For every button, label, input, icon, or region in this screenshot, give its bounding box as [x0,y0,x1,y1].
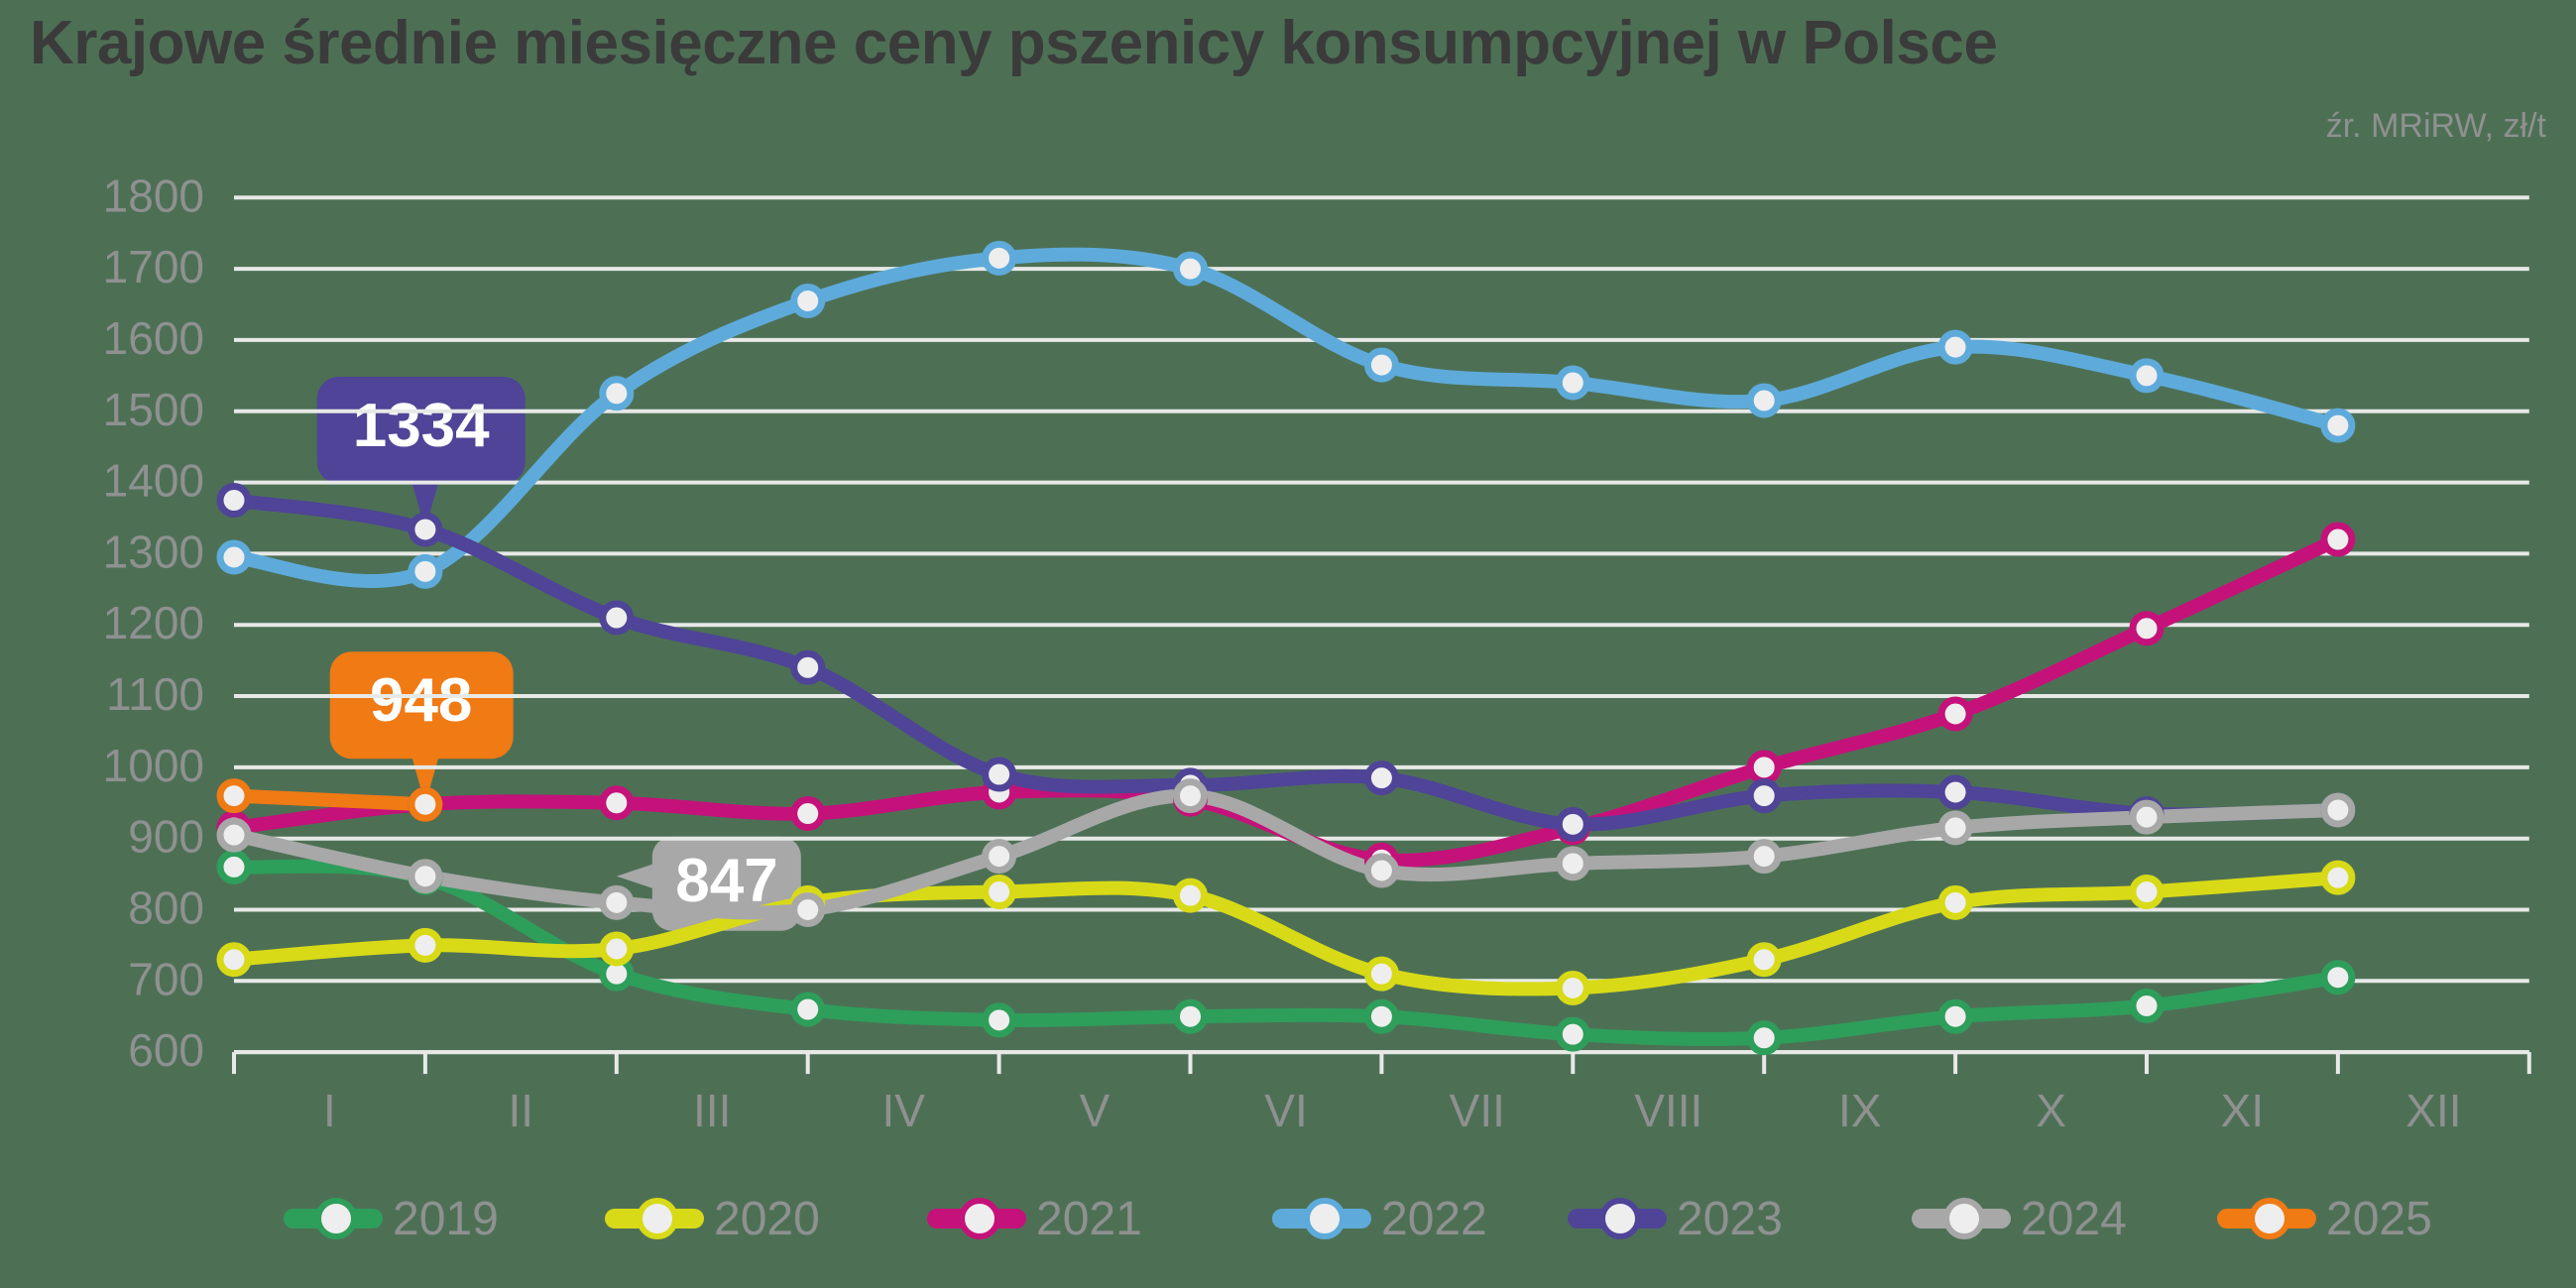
svg-text:1800: 1800 [103,170,204,221]
svg-text:II: II [509,1085,534,1136]
svg-text:IV: IV [881,1085,925,1136]
svg-text:1000: 1000 [103,740,204,791]
svg-text:800: 800 [128,882,204,934]
svg-text:1600: 1600 [103,312,204,364]
svg-text:1100: 1100 [106,668,204,720]
svg-text:I: I [323,1085,336,1136]
svg-text:IX: IX [1838,1085,1881,1136]
svg-text:XI: XI [2221,1085,2264,1136]
svg-text:VI: VI [1264,1085,1307,1136]
svg-text:V: V [1080,1085,1111,1136]
svg-text:III: III [693,1085,731,1136]
svg-text:VIII: VIII [1634,1085,1702,1136]
svg-text:XII: XII [2405,1085,2461,1136]
svg-text:900: 900 [128,811,204,863]
svg-text:1500: 1500 [103,384,204,435]
svg-text:948: 948 [370,666,472,735]
svg-text:1700: 1700 [103,241,204,293]
svg-text:X: X [2036,1085,2066,1136]
svg-text:1334: 1334 [353,392,490,460]
svg-text:1400: 1400 [103,455,204,507]
svg-text:1200: 1200 [103,597,204,648]
svg-text:VII: VII [1450,1085,1505,1136]
svg-text:600: 600 [128,1024,204,1076]
svg-text:1300: 1300 [103,526,204,577]
svg-text:700: 700 [128,953,204,1004]
